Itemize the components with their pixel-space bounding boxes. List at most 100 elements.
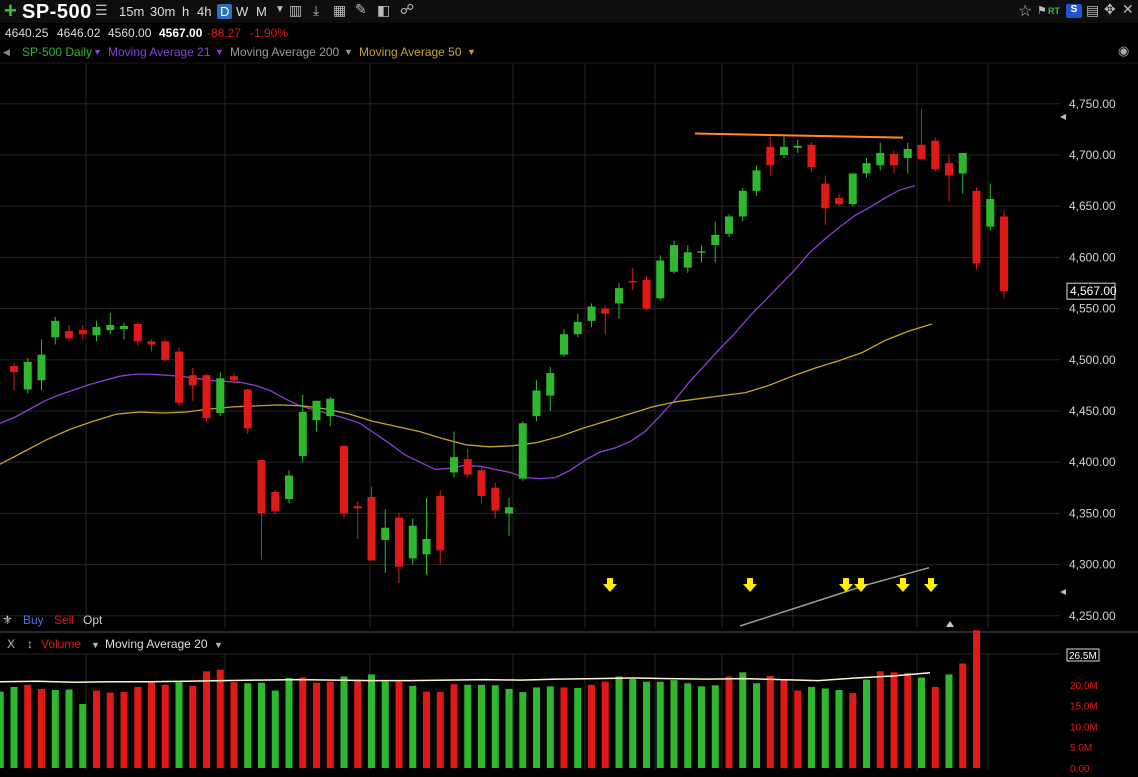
volume-label[interactable]: Volume [41,637,82,651]
volume-ma-dropdown-icon[interactable]: ▼ [214,640,223,650]
candle-body [587,306,596,321]
candle-body [463,459,472,475]
add-study-icon[interactable]: ▦ [333,2,347,18]
volume-bar [615,676,623,768]
flag-icon[interactable]: ⚑ [1037,5,1047,17]
move-icon[interactable]: ✥ [1104,1,1116,17]
timeframe-w[interactable]: W [236,4,249,19]
candle-body [573,321,582,335]
sell-button[interactable]: Sell [54,613,75,627]
star-icon[interactable]: ☆ [1018,3,1033,20]
legend-ma21-dropdown-icon[interactable]: ▼ [215,47,224,57]
price-tick-label: 4,650.00 [1069,199,1116,213]
legend-series[interactable]: SP-500 Daily [22,45,93,59]
candle-body [862,163,871,174]
volume-bar [945,674,953,768]
timeframe-4h[interactable]: 4h [197,4,212,19]
timeframe-15m[interactable]: 15m [119,4,145,19]
symbol-name[interactable]: SP-500 [22,1,92,23]
candle-body [37,354,46,381]
volume-bar [780,679,788,768]
candle-body [353,506,362,509]
buy-button[interactable]: Buy [23,613,44,627]
last-price-label: 4,567.00 [1070,284,1117,298]
volume-axis: 0.00 5.0M 10.0M 15.0M 20.0M 26.5M [1066,648,1100,775]
price-tick-label: 4,550.00 [1069,302,1116,316]
volume-bar [876,671,884,768]
save-icon[interactable]: ▤ [1086,2,1100,18]
legend-ma200[interactable]: Moving Average 200 [230,45,340,59]
ma50-line [0,323,933,465]
trade-icon[interactable]: ⚜ [2,613,13,627]
volume-tick-label: 20.0M [1070,681,1098,692]
list-icon[interactable]: ☰ [95,2,108,18]
s-button[interactable]: S [1066,4,1082,18]
timeframe-dropdown-icon[interactable]: ▼ [275,4,285,15]
volume-bar [711,685,719,768]
add-symbol-icon[interactable]: + [4,0,17,23]
templates-icon[interactable]: ◧ [377,2,391,18]
signal-arrow-icon [896,578,910,592]
volume-bar [436,692,444,768]
volume-bar [684,683,692,768]
timeframe-h[interactable]: h [182,4,190,19]
volume-bar [574,687,582,768]
legend-ma50[interactable]: Moving Average 50 [359,45,462,59]
candle-body [271,491,280,512]
volume-ma-label[interactable]: Moving Average 20 [105,637,208,651]
candle-body [10,365,18,373]
volume-bar [326,681,334,768]
quote-high: 4646.02 [57,26,101,40]
candle-body [697,251,706,253]
volume-bar [629,679,637,768]
indicator-icon[interactable]: ⤓ [313,2,320,18]
legend-ma50-dropdown-icon[interactable]: ▼ [467,47,476,57]
candle-body [65,331,73,339]
close-icon[interactable]: ✕ [1122,1,1134,17]
candle-body [23,361,32,390]
share-icon[interactable]: ☍ [400,1,415,17]
signal-arrow-icon [743,578,757,592]
draw-pencil-icon[interactable]: ✎ [355,1,367,17]
candle-body [450,457,458,473]
candle-body [78,330,87,335]
candle-body [285,475,293,500]
legend-collapse-icon[interactable]: ◀ [3,47,10,57]
timeframe-30m[interactable]: 30m [150,4,176,19]
volume-bar [698,686,705,768]
volume-bar [890,672,898,768]
chart-settings-icon[interactable]: ◉ [1118,43,1130,58]
legend-series-dropdown-icon[interactable]: ▼ [93,47,102,57]
volume-bar [588,684,595,768]
volume-bar [491,685,499,768]
volume-bar [904,672,912,768]
timeframe-m[interactable]: M [256,4,267,19]
candle-body [848,173,857,205]
candle-body [876,152,885,166]
resistance-line [694,132,904,139]
volume-bar [478,684,485,768]
candle-body [931,140,940,170]
candle-body [766,146,775,166]
candle-body [958,152,967,174]
price-tick-label: 4,700.00 [1069,148,1116,162]
candle-body [560,334,568,355]
price-axis: 4,250.00 4,300.00 4,350.00 4,400.00 4,450.00… [946,97,1117,627]
volume-bar [299,677,307,768]
legend-ma21[interactable]: Moving Average 21 [108,45,211,59]
volume-bar [794,690,802,768]
candle-body [546,373,555,396]
opt-button[interactable]: Opt [83,613,103,627]
volume-bar [918,677,925,768]
candle-body [793,145,802,148]
price-tick-label: 4,450.00 [1069,404,1116,418]
volume-dropdown-icon[interactable]: ▼ [91,640,100,650]
chart-toolbar: + SP-500 ☰ 15m 30m h 4h D W M ▼ ▥ ⤓ ▦ ✎ … [0,0,1138,23]
volume-close-button[interactable]: X [7,637,16,651]
volume-move-icon[interactable]: ↕ [27,637,33,651]
bar-style-icon[interactable]: ▥ [289,2,303,18]
timeframe-d[interactable]: D [217,4,233,19]
volume-bar [244,683,252,768]
legend-ma200-dropdown-icon[interactable]: ▼ [344,47,353,57]
volume-bar [766,675,774,768]
